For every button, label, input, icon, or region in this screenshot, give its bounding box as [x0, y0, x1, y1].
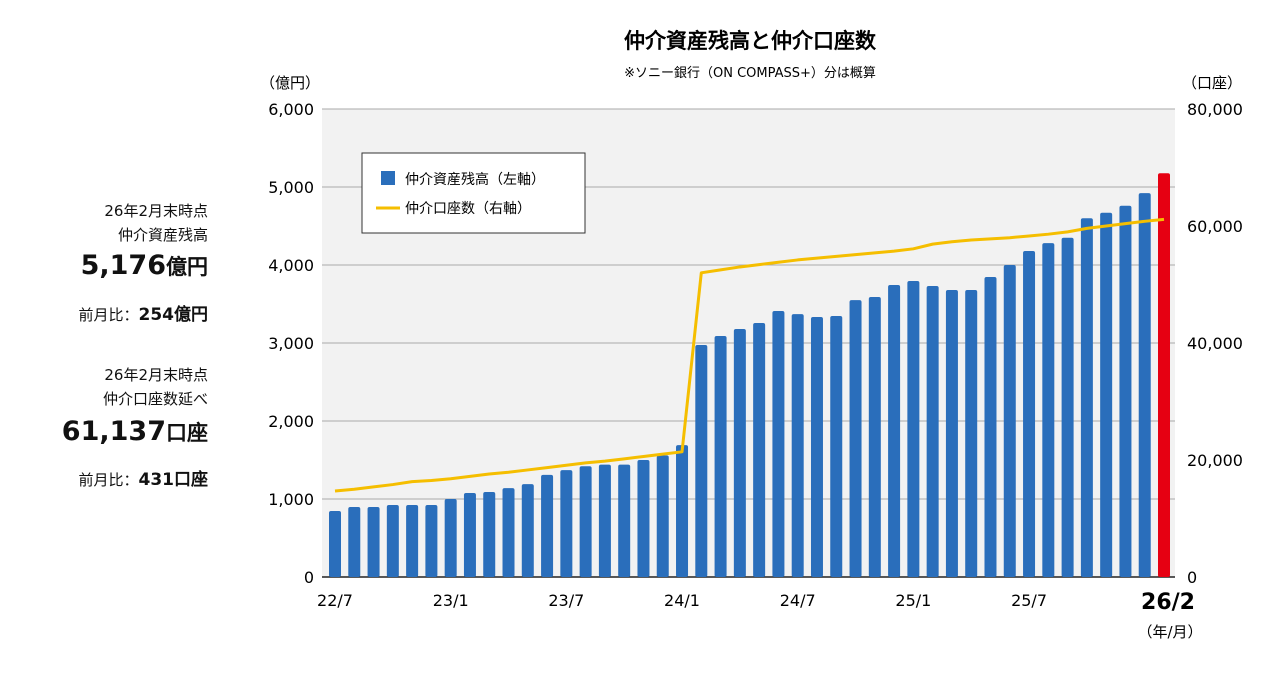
- bar: [541, 474, 554, 577]
- y-tick-label: 4,000: [268, 256, 314, 275]
- x-tick-label: 25/1: [895, 591, 931, 610]
- line-series: [334, 217, 1165, 493]
- summary-accounts-value: 61,137口座: [62, 416, 208, 447]
- y2-tick-label: 60,000: [1187, 217, 1243, 236]
- bar: [386, 505, 399, 577]
- bar: [579, 466, 592, 577]
- summary-assets-caption: 26年2月末時点仲介資産残高: [104, 199, 208, 247]
- bar: [406, 505, 419, 577]
- bar: [1080, 218, 1093, 577]
- bar: [1042, 243, 1055, 577]
- x-tick-label: 24/7: [780, 591, 816, 610]
- x-tick-label: 22/7: [317, 591, 353, 610]
- bar: [830, 316, 843, 577]
- bar: [791, 314, 804, 577]
- chart-subtitle: ※ソニー銀行（ON COMPASS+）分は概算: [624, 66, 876, 81]
- bar: [560, 470, 573, 577]
- bar: [733, 328, 746, 577]
- x-tick-label: 23/1: [433, 591, 469, 610]
- bar: [502, 488, 515, 577]
- bar: [1061, 237, 1074, 577]
- bar: [521, 484, 534, 577]
- bar: [425, 505, 438, 577]
- y-tick-label: 3,000: [268, 334, 314, 353]
- bar: [1119, 205, 1132, 577]
- bar: [444, 499, 457, 577]
- y2-tick-label: 40,000: [1187, 334, 1243, 353]
- legend-bar-label: 仲介資産残高（左軸）: [405, 171, 545, 188]
- bar: [695, 344, 708, 577]
- unit: 億円: [166, 255, 208, 279]
- y-tick-label: 2,000: [268, 412, 314, 431]
- bar: [463, 492, 476, 577]
- summary-accounts-caption: 26年2月末時点 仲介口座数延べ: [103, 363, 208, 411]
- diff-value: 431口座: [138, 470, 209, 490]
- y2-axis-label: （口座）: [1182, 74, 1242, 92]
- bar: [849, 300, 862, 577]
- caption: 26年2月末時点: [104, 366, 208, 384]
- legend-bar-swatch: [381, 171, 395, 185]
- y-axis-label: （億円）: [260, 74, 320, 92]
- bar: [888, 284, 901, 577]
- y2-tick-label: 0: [1187, 568, 1197, 587]
- value: 5,176: [80, 250, 166, 281]
- bar: [1158, 173, 1170, 577]
- bar: [1138, 193, 1151, 578]
- caption: 仲介資産残高: [117, 226, 208, 244]
- y-tick-label: 0: [304, 568, 314, 587]
- legend-line-label: 仲介口座数（右軸）: [405, 201, 531, 217]
- y2-tick-label: 80,000: [1187, 100, 1243, 119]
- bar: [868, 296, 881, 577]
- value: 61,137: [61, 416, 166, 447]
- bar: [1023, 250, 1036, 577]
- bar: [1003, 265, 1016, 577]
- bar: [656, 455, 669, 577]
- bar: [907, 280, 920, 577]
- x-tick-label: 25/7: [1011, 591, 1047, 610]
- y2-tick-label: 20,000: [1187, 451, 1243, 470]
- summary-accounts-diff: 前月比：431口座: [78, 465, 208, 490]
- bar: [483, 491, 496, 577]
- caption: 26年2月末時点: [104, 202, 208, 220]
- legend: 仲介資産残高（左軸） 仲介口座数（右軸）: [361, 152, 586, 234]
- bar: [618, 464, 631, 577]
- diff-value: 254億円: [138, 305, 209, 325]
- bar: [367, 507, 380, 577]
- bar: [984, 277, 997, 577]
- summary-assets-diff: 前月比：254億円: [78, 300, 208, 325]
- bar: [637, 460, 650, 577]
- bar: [598, 464, 611, 577]
- x-axis-label: （年/月）: [1137, 623, 1202, 641]
- x-tick-label: 26/2: [1141, 590, 1195, 615]
- bar: [753, 323, 766, 577]
- bar: [965, 289, 978, 577]
- unit: 口座: [166, 421, 208, 445]
- bar: [772, 311, 785, 577]
- bar: [1100, 212, 1113, 578]
- bar: [676, 445, 689, 577]
- chart-title: 仲介資産残高と仲介口座数: [624, 29, 877, 53]
- diff-label: 前月比：: [78, 306, 139, 324]
- bar: [329, 511, 341, 577]
- y-tick-label: 6,000: [268, 100, 314, 119]
- x-tick-label: 24/1: [664, 591, 700, 610]
- bar: [348, 507, 361, 577]
- caption: 仲介口座数延べ: [102, 390, 208, 408]
- bar: [945, 289, 958, 577]
- x-tick-label: 23/7: [548, 591, 584, 610]
- diff-label: 前月比：: [78, 471, 139, 489]
- summary-assets-value: 5,176億円: [81, 250, 208, 281]
- y-tick-label: 1,000: [268, 490, 314, 509]
- bar: [714, 335, 727, 577]
- bar: [810, 317, 823, 577]
- y-tick-label: 5,000: [268, 178, 314, 197]
- bar: [926, 286, 939, 577]
